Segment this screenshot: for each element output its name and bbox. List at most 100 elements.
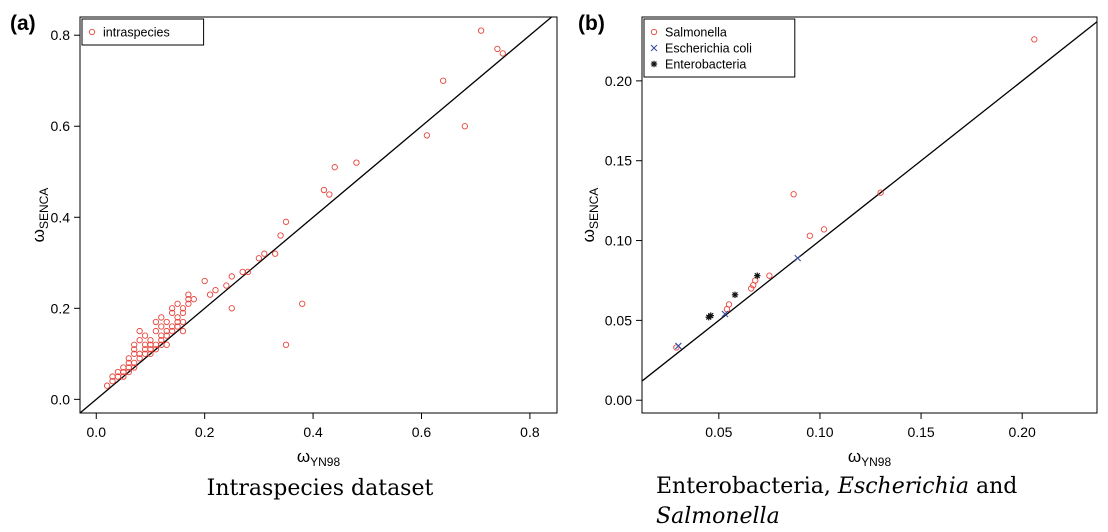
data-point (103, 382, 111, 389)
data-point (174, 300, 181, 307)
panel-b-legend: Salmonella Escherichia coli Enterobacteria (643, 18, 796, 78)
x-tick-label: 0.10 (806, 424, 833, 440)
x-tick-label: 0.20 (1009, 424, 1036, 440)
data-point (806, 232, 813, 239)
data-point (152, 318, 160, 326)
data-point (326, 191, 333, 198)
data-point (152, 346, 160, 353)
data-point (131, 359, 138, 367)
y-tick-label: 0.00 (605, 392, 632, 408)
data-point (673, 344, 680, 351)
data-point (141, 332, 149, 339)
data-point (353, 159, 360, 166)
data-point (147, 337, 154, 344)
legend-entry-label: Salmonella (665, 26, 727, 40)
data-point (299, 300, 306, 307)
data-point (261, 250, 268, 257)
data-point (721, 310, 729, 318)
data-point (766, 272, 773, 279)
data-point (179, 318, 187, 326)
x-tick-label: 0.0 (87, 424, 107, 440)
legend-marker (650, 28, 658, 36)
data-point (136, 355, 143, 362)
data-point (255, 255, 263, 262)
data-point (174, 323, 181, 330)
data-point (440, 77, 447, 84)
data-point (1031, 36, 1038, 43)
data-point (131, 364, 138, 371)
data-point (136, 337, 143, 344)
data-point (725, 301, 733, 308)
data-point (152, 327, 160, 335)
data-point (158, 314, 165, 321)
data-point (125, 368, 132, 376)
data-point (228, 273, 235, 280)
x-tick-label: 0.4 (303, 424, 323, 440)
data-point (282, 218, 290, 225)
panel-b-label: (b) (578, 12, 605, 35)
legend-marker (650, 60, 658, 68)
data-point (754, 272, 761, 279)
data-point (168, 305, 176, 312)
data-point (731, 291, 739, 299)
panel-a-x-axis-label: ωYN98 (297, 447, 341, 469)
data-point (320, 186, 328, 194)
panel-b-x-ticks: 0.05 0.10 0.15 0.20 (705, 413, 1036, 440)
data-point (201, 277, 208, 285)
data-point (147, 350, 154, 357)
data-point (331, 164, 338, 171)
data-point (131, 346, 138, 353)
panel-a-x-ticks: 0.0 0.2 0.4 0.6 0.8 (87, 413, 540, 440)
x-tick-label: 0.8 (520, 424, 540, 440)
x-tick-label: 0.15 (907, 424, 934, 440)
data-point (239, 268, 246, 276)
data-point (212, 286, 219, 294)
panel-b-caption: Enterobacteria, Escherichia and Salmonel… (656, 472, 1076, 532)
data-point (794, 254, 802, 262)
x-tick-label: 0.2 (195, 424, 215, 440)
legend-marker (650, 44, 658, 52)
data-point (174, 314, 181, 321)
legend-box (643, 18, 796, 78)
panel-a-identity-line (79, 16, 552, 414)
data-point (185, 300, 192, 307)
legend-entry-label: intraspecies (103, 26, 170, 40)
panel-b-caption-part-1: Enterobacteria, (656, 474, 838, 499)
panel-b-plot-frame (641, 16, 1098, 414)
legend-marker (88, 28, 96, 36)
data-point (163, 318, 170, 326)
y-tick-label: 0.20 (605, 73, 632, 89)
panel-b-identity-line (641, 21, 1098, 382)
data-point (158, 337, 165, 344)
y-tick-label: 0.15 (605, 153, 632, 169)
panel-a-legend: intraspecies (81, 18, 205, 46)
panel-a-plot-frame (79, 16, 558, 414)
data-point (131, 341, 138, 348)
data-point (179, 305, 187, 312)
panel-b-x-axis-label: ωYN98 (848, 447, 892, 469)
panel-b-caption-part-3: and (968, 474, 1018, 499)
data-point (748, 285, 755, 292)
data-point (790, 191, 797, 198)
data-point (168, 327, 176, 335)
legend-box (81, 18, 205, 46)
data-point (168, 309, 176, 317)
data-point (206, 291, 214, 298)
panel-a-points (103, 27, 506, 389)
y-tick-label: 0.2 (51, 300, 71, 316)
data-point (499, 50, 506, 57)
panel-a-caption: Intraspecies dataset (80, 474, 560, 504)
x-tick-label: 0.05 (705, 424, 732, 440)
data-point (423, 132, 431, 139)
panel-b-points (673, 36, 1038, 351)
panel-a-y-ticks: 0.0 0.2 0.4 0.6 0.8 (51, 27, 80, 407)
x-tick-label: 0.6 (412, 424, 432, 440)
y-tick-label: 0.10 (605, 233, 632, 249)
y-tick-label: 0.6 (51, 118, 71, 134)
data-point (477, 27, 485, 34)
data-point (179, 309, 187, 317)
data-point (163, 341, 170, 348)
panel-a-label: (a) (10, 12, 36, 35)
data-point (494, 45, 501, 53)
